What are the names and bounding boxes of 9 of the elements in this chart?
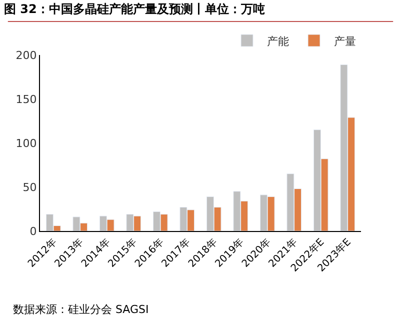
y-tick-label: 100 bbox=[16, 136, 37, 150]
y-tick-label: 50 bbox=[22, 180, 37, 194]
legend-label: 产能 bbox=[267, 34, 289, 48]
source-note: 数据来源：硅业分会 SAGSI bbox=[13, 303, 149, 316]
y-tick-label: 200 bbox=[16, 48, 37, 62]
legend-label: 产量 bbox=[334, 34, 356, 48]
chart-title: 图 32：中国多晶硅产能产量及预测丨单位：万吨 bbox=[4, 2, 265, 16]
y-tick-label: 150 bbox=[16, 92, 37, 106]
y-tick-label: 0 bbox=[30, 224, 37, 238]
